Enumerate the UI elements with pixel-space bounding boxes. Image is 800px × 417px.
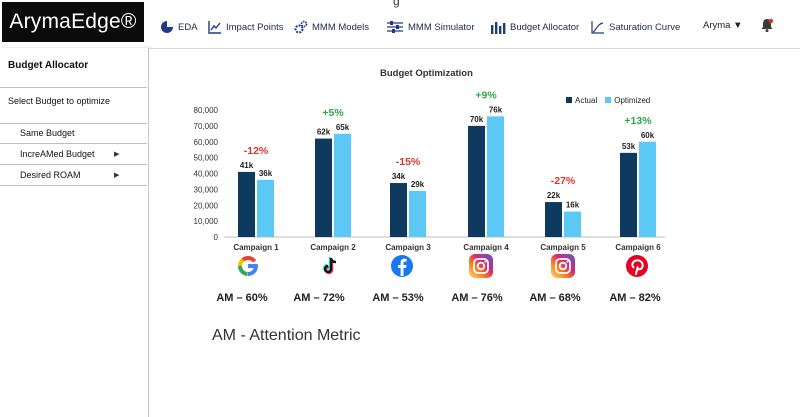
divider	[149, 48, 800, 49]
legend-swatch-optimized	[605, 97, 612, 103]
nav-budget-allocator[interactable]: Budget Allocator	[490, 16, 579, 38]
bar-chart-icon	[491, 22, 506, 34]
attention-metric-2: AM – 72%	[293, 292, 345, 304]
attention-metric-4: AM – 76%	[451, 292, 503, 304]
curve-chart-icon	[591, 21, 604, 34]
attention-metric-3: AM – 53%	[372, 292, 424, 304]
nav-eda[interactable]: EDA	[160, 16, 198, 38]
chart-legend: Actual Optimized	[566, 96, 650, 105]
tiktok-icon	[318, 254, 342, 278]
divider	[0, 164, 147, 165]
sidebar-title: Budget Allocator	[8, 60, 89, 71]
clipped-heading: g	[393, 0, 400, 8]
legend-item-actual: Actual	[566, 96, 597, 105]
attention-metric-5: AM – 68%	[529, 292, 581, 304]
sliders-icon	[387, 21, 403, 33]
pie-chart-icon	[161, 21, 173, 33]
nav-mmm-models[interactable]: MMM Models	[294, 16, 369, 38]
legend-item-optimized: Optimized	[605, 96, 650, 105]
sidebar-subtitle: Select Budget to optimize	[8, 96, 111, 106]
sidebar-item-increamed-budget[interactable]: IncreAMed Budget	[20, 149, 95, 159]
pinterest-icon	[625, 254, 649, 278]
divider	[0, 123, 147, 124]
nav-label-budget-allocator: Budget Allocator	[510, 21, 580, 33]
divider	[0, 185, 147, 186]
nav-label-impact-points: Impact Points	[226, 21, 284, 33]
top-bar: ArymaEdge® g EDA Impact Points MMM Model…	[0, 0, 800, 48]
instagram-icon	[469, 254, 493, 278]
nav-label-mmm-models: MMM Models	[312, 21, 370, 33]
chevron-right-icon[interactable]: ▶	[114, 151, 120, 158]
line-chart-icon	[208, 21, 221, 34]
facebook-icon	[390, 254, 414, 278]
user-menu[interactable]: Aryma ▼	[703, 20, 743, 31]
sidebar-item-same-budget[interactable]: Same Budget	[20, 128, 75, 138]
instagram-icon	[551, 254, 575, 278]
legend-swatch-actual	[566, 97, 572, 103]
bell-icon[interactable]	[759, 17, 775, 33]
attention-metric-1: AM – 60%	[216, 292, 268, 304]
nav-impact-points[interactable]: Impact Points	[208, 16, 284, 38]
nav-saturation-curve[interactable]: Saturation Curve	[591, 16, 680, 38]
legend-label-optimized: Optimized	[614, 96, 651, 105]
main-content	[149, 48, 800, 417]
nav-label-eda: EDA	[178, 21, 198, 33]
app-logo[interactable]: ArymaEdge®	[2, 2, 144, 42]
chevron-right-icon[interactable]: ▶	[114, 172, 120, 179]
divider	[0, 87, 147, 88]
sidebar: Budget Allocator Select Budget to optimi…	[0, 48, 149, 417]
attention-metric-note: AM - Attention Metric	[212, 327, 361, 344]
nav-label-saturation-curve: Saturation Curve	[609, 21, 681, 33]
gears-icon	[294, 20, 308, 34]
google-icon	[236, 254, 260, 278]
chart-title: Budget Optimization	[380, 68, 473, 79]
divider	[0, 143, 147, 144]
nav-mmm-simulator[interactable]: MMM Simulator	[386, 16, 475, 38]
attention-metric-6: AM – 82%	[609, 292, 661, 304]
sidebar-item-desired-roam[interactable]: Desired ROAM	[20, 170, 81, 180]
legend-label-actual: Actual	[575, 96, 598, 105]
nav-label-mmm-simulator: MMM Simulator	[408, 21, 475, 33]
